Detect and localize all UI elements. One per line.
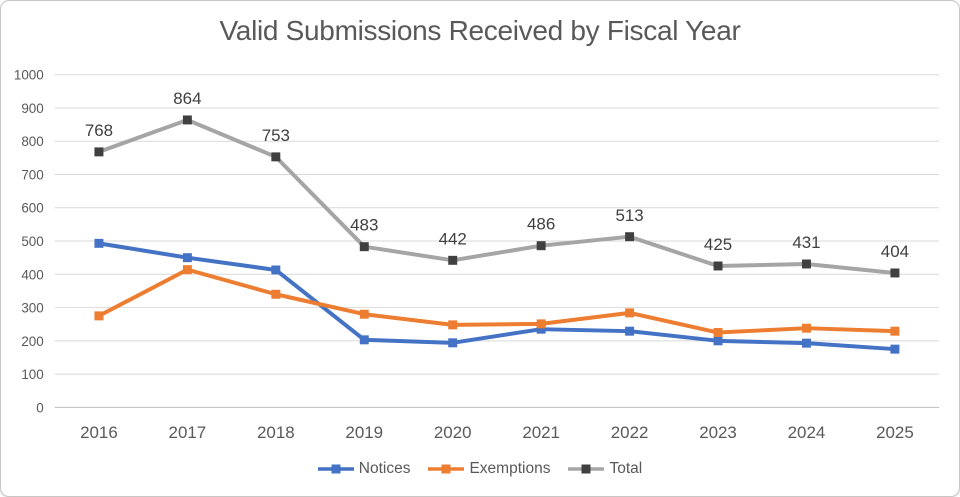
data-label: 442 <box>439 229 467 248</box>
marker-notices <box>801 338 811 348</box>
marker-exemptions <box>890 326 900 336</box>
data-label: 513 <box>615 206 643 225</box>
x-axis-label: 2019 <box>345 423 383 442</box>
marker-notices <box>359 335 369 345</box>
y-axis-tick-label: 500 <box>21 234 43 249</box>
y-axis-tick-label: 200 <box>21 334 43 349</box>
y-axis-tick-label: 700 <box>21 167 43 182</box>
x-axis-label: 2022 <box>611 423 649 442</box>
y-axis-tick-label: 1000 <box>14 68 44 83</box>
data-label: 486 <box>527 215 555 234</box>
legend-item-notices: Notices <box>317 460 411 478</box>
marker-total <box>94 147 104 157</box>
marker-exemptions <box>94 311 104 321</box>
data-label: 753 <box>262 126 290 145</box>
y-axis-tick-label: 400 <box>21 267 43 282</box>
marker-exemptions <box>359 309 369 319</box>
legend-swatch-exemptions <box>428 464 465 474</box>
legend-label-total: Total <box>609 460 643 477</box>
marker-notices <box>182 253 192 263</box>
x-axis-label: 2021 <box>522 423 560 442</box>
data-label: 768 <box>85 121 113 140</box>
chart-legend: Notices Exemptions Total <box>1 460 959 478</box>
marker-notices <box>625 326 635 336</box>
marker-notices <box>448 338 458 348</box>
marker-total <box>271 152 281 162</box>
y-axis-tick-label: 900 <box>21 101 43 116</box>
x-axis-label: 2024 <box>788 423 826 442</box>
y-axis-tick-label: 100 <box>21 367 43 382</box>
series-line-notices <box>96 241 897 352</box>
y-axis-tick-label: 800 <box>21 134 43 149</box>
y-axis-tick-label: 600 <box>21 201 43 216</box>
marker-total <box>536 241 546 251</box>
marker-notices <box>271 265 281 275</box>
x-axis-label: 2023 <box>699 423 737 442</box>
x-axis-label: 2016 <box>80 423 118 442</box>
data-label: 431 <box>792 233 820 252</box>
marker-exemptions <box>271 289 281 299</box>
marker-total <box>801 259 811 269</box>
legend-swatch-notices <box>317 464 354 474</box>
marker-total <box>182 115 192 125</box>
marker-exemptions <box>625 308 635 318</box>
y-axis-tick-label: 300 <box>21 301 43 316</box>
marker-exemptions <box>448 320 458 330</box>
marker-exemptions <box>536 319 546 329</box>
marker-exemptions <box>182 265 192 275</box>
marker-notices <box>713 336 723 346</box>
legend-item-total: Total <box>568 460 642 478</box>
marker-exemptions <box>713 328 723 337</box>
legend-label-notices: Notices <box>358 460 411 477</box>
data-label: 864 <box>173 89 201 108</box>
x-axis-label: 2020 <box>434 423 472 442</box>
y-axis-tick-label: 0 <box>36 400 43 415</box>
x-axis-label: 2025 <box>876 423 914 442</box>
legend-item-exemptions: Exemptions <box>428 460 550 478</box>
x-axis-label: 2017 <box>169 423 207 442</box>
chart-title: Valid Submissions Received by Fiscal Yea… <box>219 15 741 46</box>
legend-label-exemptions: Exemptions <box>469 460 551 477</box>
marker-notices <box>94 238 104 248</box>
series-line-total <box>96 117 897 275</box>
marker-total <box>448 255 458 265</box>
marker-notices <box>890 344 900 354</box>
marker-exemptions <box>801 323 811 333</box>
marker-total <box>890 268 900 278</box>
marker-notices <box>536 324 546 334</box>
marker-total <box>625 232 635 242</box>
data-label: 425 <box>704 235 732 254</box>
series-line-exemptions <box>96 267 897 335</box>
data-label: 483 <box>350 216 378 235</box>
marker-total <box>713 261 723 271</box>
data-label: 404 <box>881 242 909 261</box>
marker-total <box>359 242 369 252</box>
x-axis-label: 2018 <box>257 423 295 442</box>
legend-swatch-total <box>568 464 605 474</box>
